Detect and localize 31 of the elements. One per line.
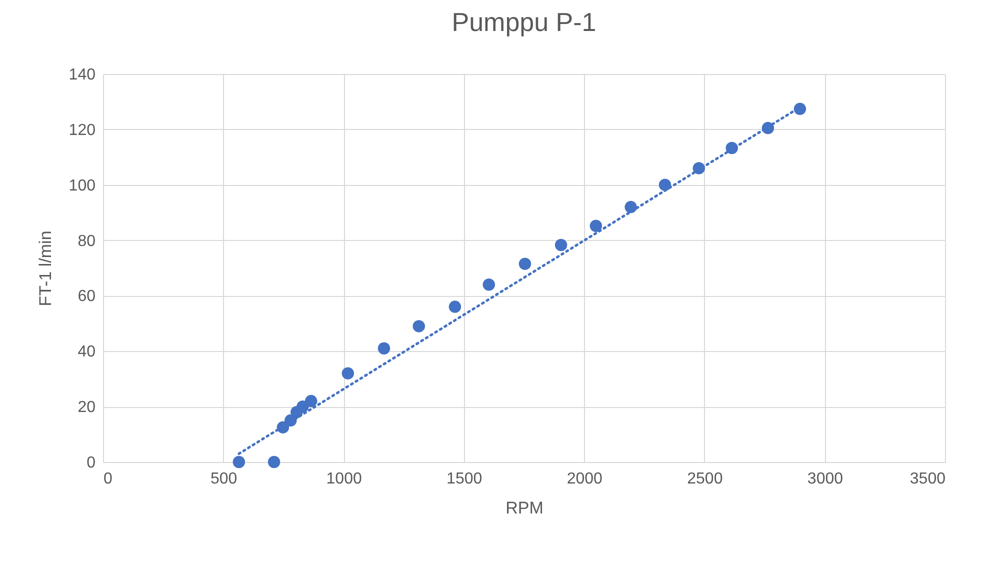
point <box>518 258 532 270</box>
point <box>268 456 280 468</box>
x-tick-label: 3000 <box>807 470 844 488</box>
x-tick-label: 500 <box>210 470 238 488</box>
y-tick-label: 140 <box>68 66 96 84</box>
point <box>232 456 246 468</box>
point <box>554 238 568 252</box>
x-axis-title: RPM <box>506 498 544 518</box>
y-tick-label: 100 <box>68 177 96 194</box>
point <box>590 220 602 232</box>
point <box>412 320 425 332</box>
x-tick-label: 2500 <box>687 470 723 488</box>
point <box>304 394 318 408</box>
y-tick-label: 40 <box>78 344 96 361</box>
x-tick-label: 1000 <box>326 470 362 488</box>
x-tick-label: 0 <box>104 470 112 488</box>
x-tick-label: 2000 <box>566 470 603 488</box>
y-tick-label: 60 <box>78 288 96 306</box>
point <box>342 367 354 380</box>
point <box>378 342 390 354</box>
x-tick-label: 1500 <box>446 470 482 488</box>
chart-title: Pumppu P-1 <box>452 7 596 37</box>
y-tick-label: 0 <box>86 454 96 472</box>
y-axis-title: FT-1 l/min <box>36 230 55 306</box>
y-tick-label: 120 <box>68 122 96 139</box>
point <box>794 102 806 116</box>
point <box>448 300 462 313</box>
y-tick-label: 80 <box>78 232 96 250</box>
point <box>482 278 495 291</box>
x-tick-label: 3500 <box>910 470 946 488</box>
y-tick-label: 20 <box>78 399 96 416</box>
